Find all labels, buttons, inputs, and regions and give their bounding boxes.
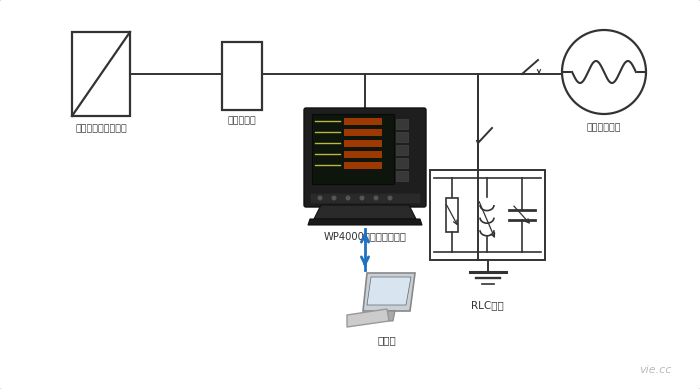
Text: WP4000变频功率分析仪: WP4000变频功率分析仪	[323, 231, 407, 241]
Polygon shape	[308, 219, 422, 225]
Text: vie.cc: vie.cc	[640, 365, 672, 375]
Bar	[396, 171, 408, 181]
Polygon shape	[385, 311, 395, 321]
Circle shape	[562, 30, 646, 114]
Polygon shape	[347, 309, 389, 327]
Bar	[396, 119, 408, 129]
Text: 太阳能光伏模拟电源: 太阳能光伏模拟电源	[75, 124, 127, 133]
Circle shape	[318, 196, 323, 200]
Polygon shape	[367, 277, 411, 305]
Bar	[310, 193, 420, 203]
Circle shape	[332, 196, 337, 200]
Polygon shape	[363, 273, 415, 311]
Polygon shape	[314, 205, 416, 219]
Bar	[446, 198, 458, 232]
Circle shape	[360, 196, 365, 200]
Bar	[344, 151, 382, 158]
Bar	[312, 114, 394, 184]
Bar	[430, 170, 545, 260]
Text: 被试逃变器: 被试逃变器	[228, 116, 256, 125]
Bar	[344, 129, 382, 136]
Bar	[396, 132, 408, 142]
Bar	[344, 140, 382, 147]
Circle shape	[346, 196, 351, 200]
Text: RLC负载: RLC负载	[471, 300, 504, 310]
Bar	[396, 158, 408, 168]
Bar	[72, 32, 130, 116]
Bar	[344, 162, 382, 169]
Bar	[222, 42, 262, 110]
Circle shape	[374, 196, 379, 200]
FancyBboxPatch shape	[304, 108, 426, 207]
Text: 上位机: 上位机	[377, 335, 396, 345]
Bar	[344, 118, 382, 125]
Bar	[396, 145, 408, 155]
Text: 电网模拟电源: 电网模拟电源	[587, 123, 622, 132]
Circle shape	[388, 196, 393, 200]
